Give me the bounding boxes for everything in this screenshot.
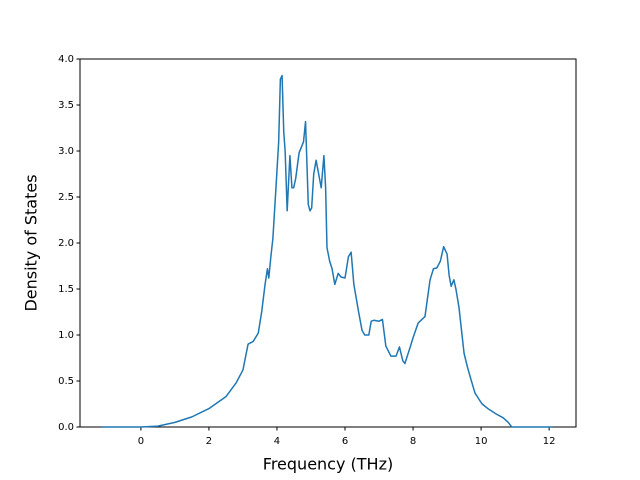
x-tick-label: 8 — [410, 436, 416, 447]
y-tick-label: 2.0 — [58, 238, 74, 249]
y-tick-label: 1.5 — [58, 284, 74, 295]
plot-frame — [79, 58, 577, 428]
y-tick-label: 3.0 — [58, 146, 74, 157]
x-tick-label: 6 — [342, 436, 348, 447]
y-axis-label: Density of States — [22, 174, 41, 311]
y-tick-label: 3.5 — [58, 100, 74, 111]
y-tick-label: 0.0 — [58, 422, 74, 433]
y-tick-label: 2.5 — [58, 192, 74, 203]
x-tick-label: 10 — [475, 436, 488, 447]
x-tick-label: 4 — [274, 436, 280, 447]
y-tick-label: 4.0 — [58, 54, 74, 65]
y-tick-label: 1.0 — [58, 330, 74, 341]
line-series — [101, 74, 553, 428]
y-tick-label: 0.5 — [58, 376, 74, 387]
x-axis-label: Frequency (THz) — [263, 455, 393, 474]
x-tick-label: 12 — [543, 436, 556, 447]
x-tick-label: 2 — [206, 436, 212, 447]
x-tick-label: 0 — [138, 436, 144, 447]
